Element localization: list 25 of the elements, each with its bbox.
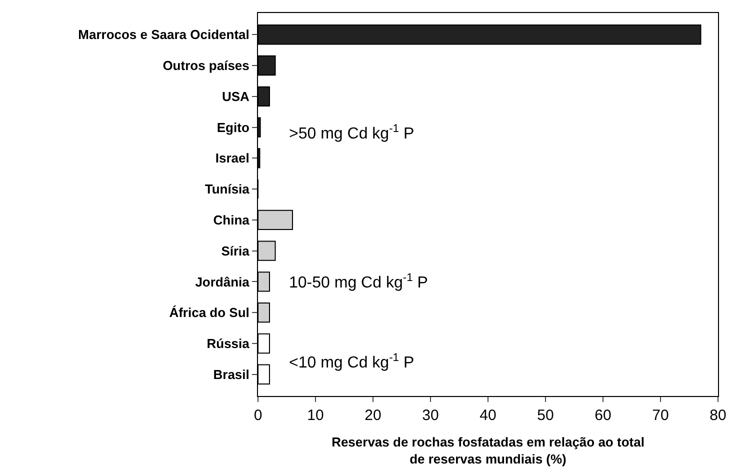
x-tick-label: 30 [422, 407, 439, 424]
y-tick-label: Síria [221, 243, 250, 258]
y-tick-label: África do Sul [169, 305, 250, 320]
annotation: >50 mg Cd kg$^{-1}$ P [289, 123, 414, 143]
y-tick-label: Rússia [206, 336, 250, 352]
y-tick-label: USA [222, 88, 250, 104]
y-tick-label: Outros países [162, 58, 250, 74]
x-tick-label: 0 [254, 407, 262, 424]
y-tick-label: Brasil [213, 366, 250, 382]
x-tick-label: 50 [537, 407, 554, 424]
x-tick-label: 70 [652, 407, 669, 424]
x-tick-label: 20 [364, 407, 382, 424]
y-tick-label: Tunísia [204, 182, 250, 197]
annotation: 10-50 mg Cd kg$^{-1}$ P [289, 272, 428, 292]
annotation: <10 mg Cd kg$^{-1}$ P [289, 352, 414, 372]
y-tick-label: Jordânia [195, 274, 250, 290]
x-axis-title: Reservas de rochas fosfatadas em relação ao total de reservas mundiais (%) [332, 434, 644, 466]
y-tick-label: Marrocos e Saara Ocidental [78, 27, 250, 42]
x-tick-label: 60 [594, 407, 612, 424]
x-tick-label: 40 [480, 407, 496, 424]
x-tick-label: 10 [307, 407, 324, 424]
x-tick-label: 80 [710, 407, 726, 424]
y-tick-label: Egito [216, 120, 250, 135]
y-tick-label: China [213, 212, 250, 228]
y-tick-label: Israel [215, 150, 250, 166]
